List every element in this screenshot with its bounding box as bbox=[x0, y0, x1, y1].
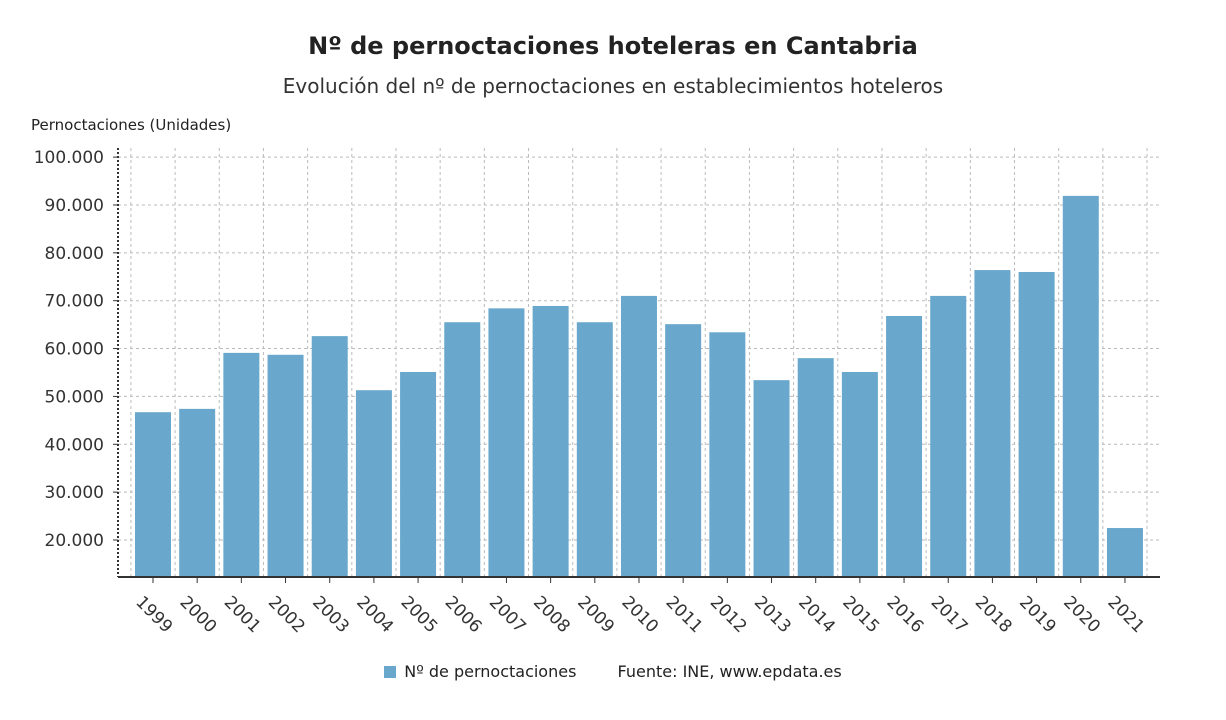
y-axis-label: Pernoctaciones (Unidades) bbox=[31, 116, 232, 134]
bar-2020 bbox=[1062, 195, 1099, 577]
y-tick-label: 90.000 bbox=[45, 196, 104, 216]
y-tick-label: 30.000 bbox=[45, 483, 104, 503]
bar-2016 bbox=[886, 316, 923, 577]
x-tick-label: 2020 bbox=[1059, 592, 1104, 637]
bar-2013 bbox=[753, 380, 790, 577]
y-tick-label: 50.000 bbox=[45, 387, 104, 407]
x-tick-label: 2016 bbox=[883, 592, 928, 637]
bar-2001 bbox=[223, 352, 260, 577]
x-tick-label: 2018 bbox=[971, 592, 1016, 637]
x-tick-label: 2013 bbox=[750, 592, 795, 637]
y-tick-label: 70.000 bbox=[45, 292, 104, 312]
bar-2005 bbox=[400, 372, 437, 577]
x-tick-label: 2005 bbox=[397, 592, 442, 637]
x-tick-label: 2001 bbox=[220, 592, 265, 637]
x-tick-label: 2010 bbox=[617, 592, 662, 637]
x-tick-label: 2012 bbox=[706, 592, 751, 637]
bar-2017 bbox=[930, 295, 967, 577]
legend: Nº de pernoctaciones Fuente: INE, www.ep… bbox=[0, 662, 1226, 681]
bar-2009 bbox=[576, 322, 613, 577]
x-tick-label: 2006 bbox=[441, 592, 486, 637]
bar-2014 bbox=[797, 358, 834, 577]
x-tick-label: 2019 bbox=[1015, 592, 1060, 637]
bar-2008 bbox=[532, 305, 569, 577]
bar-2007 bbox=[488, 308, 525, 577]
bar-2002 bbox=[267, 354, 304, 577]
x-tick-label: 2014 bbox=[794, 592, 839, 637]
bar-2011 bbox=[665, 324, 702, 577]
bar-1999 bbox=[135, 412, 171, 577]
x-tick-label: 2015 bbox=[838, 592, 883, 637]
bar-2012 bbox=[709, 332, 746, 577]
y-tick-label: 40.000 bbox=[45, 435, 104, 455]
bar-2015 bbox=[841, 372, 878, 577]
legend-label: Nº de pernoctaciones bbox=[404, 662, 577, 681]
legend-swatch bbox=[384, 666, 397, 678]
x-tick-label: 2000 bbox=[176, 592, 221, 637]
bar-2021 bbox=[1106, 528, 1143, 577]
bar-2000 bbox=[179, 408, 216, 577]
x-tick-label: 2007 bbox=[485, 592, 530, 637]
x-tick-label: 2009 bbox=[573, 592, 618, 637]
bar-2018 bbox=[974, 270, 1011, 577]
x-tick-label: 2002 bbox=[264, 592, 309, 637]
bar-2019 bbox=[1018, 271, 1055, 577]
bar-2004 bbox=[355, 390, 392, 577]
y-tick-label: 60.000 bbox=[45, 340, 104, 360]
x-tick-label: 2011 bbox=[662, 592, 707, 637]
x-tick-label: 2008 bbox=[529, 592, 574, 637]
chart-subtitle: Evolución del nº de pernoctaciones en es… bbox=[282, 74, 944, 98]
source-text: Fuente: INE, www.epdata.es bbox=[617, 662, 842, 681]
x-tick-label: 2003 bbox=[308, 592, 353, 637]
bar-2010 bbox=[620, 295, 657, 577]
bar-2006 bbox=[444, 322, 481, 577]
bar-2003 bbox=[311, 336, 348, 577]
y-tick-label: 100.000 bbox=[34, 148, 104, 168]
x-tick-label: 2004 bbox=[352, 592, 397, 637]
x-tick-label: 2017 bbox=[927, 592, 972, 637]
chart-title: Nº de pernoctaciones hoteleras en Cantab… bbox=[308, 32, 918, 60]
y-tick-label: 80.000 bbox=[45, 244, 104, 264]
y-tick-label: 20.000 bbox=[45, 531, 104, 551]
x-tick-label: 2021 bbox=[1103, 592, 1148, 637]
x-tick-label: 1999 bbox=[131, 592, 176, 637]
